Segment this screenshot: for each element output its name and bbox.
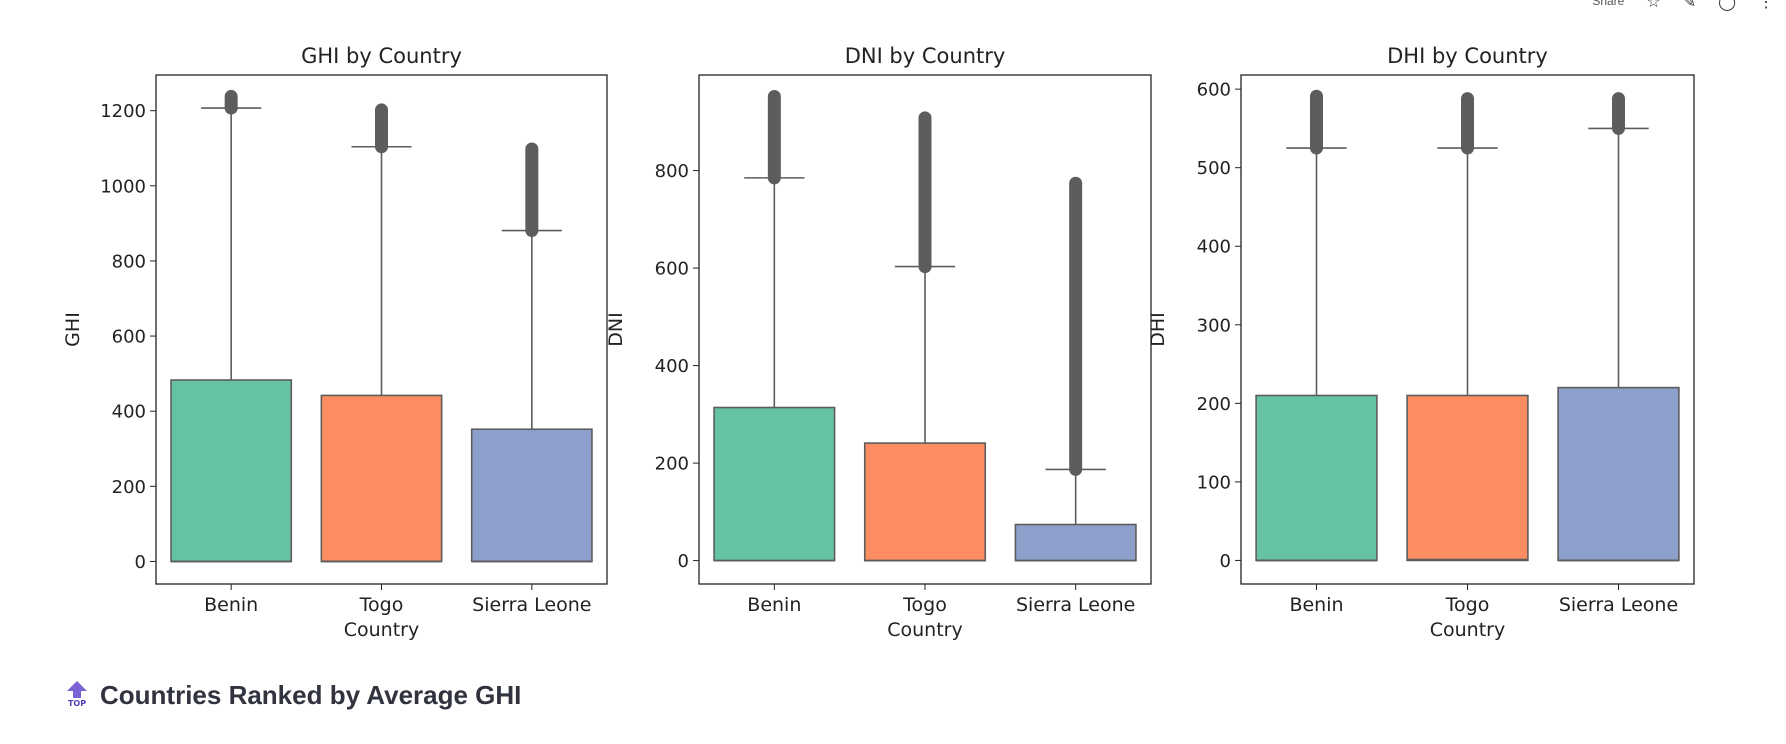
dni-y-axis-label: DNI — [605, 312, 627, 346]
dhi-sierra-leone-box — [1557, 386, 1680, 562]
more-icon[interactable]: ⋮ — [1758, 0, 1774, 11]
dni-benin-xtick-label: Benin — [747, 594, 801, 616]
ghi-axes-frame — [155, 74, 608, 585]
dni-ytick-label-400: 400 — [655, 356, 689, 377]
dhi-togo-xtick-label: Togo — [1445, 594, 1490, 616]
dhi-ytick-label-200: 200 — [1197, 394, 1231, 415]
ghi-sierra-leone-box — [470, 428, 593, 563]
ghi-y-axis-label: GHI — [62, 312, 84, 347]
dni-x-axis-label: Country — [887, 619, 962, 641]
ghi-ytick-label-600: 600 — [112, 327, 146, 348]
dhi-togo-box — [1406, 394, 1529, 562]
github-icon[interactable]: ◯ — [1718, 0, 1736, 11]
arrow-up-icon[interactable]: TOP — [66, 680, 88, 711]
section-header: TOP Countries Ranked by Average GHI — [66, 680, 521, 711]
dni-ytick-label-600: 600 — [655, 259, 689, 280]
app-toolbar: Share ☆ ✎ ◯ ⋮ — [1592, 0, 1774, 14]
dni-chart-title: DNI by Country — [845, 44, 1006, 68]
dni-ytick-label-200: 200 — [655, 454, 689, 475]
dhi-ytick-label-600: 600 — [1197, 80, 1231, 101]
ghi-x-axis-label: Country — [344, 619, 419, 641]
ghi-ytick-label-200: 200 — [112, 477, 146, 498]
dhi-sierra-leone-xtick-label: Sierra Leone — [1559, 594, 1678, 616]
ghi-benin-box — [170, 379, 293, 563]
dni-sierra-leone-box — [1014, 523, 1137, 562]
ghi-sierra-leone-xtick-label: Sierra Leone — [472, 594, 591, 616]
ghi-ytick-label-0: 0 — [135, 552, 146, 573]
dhi-ytick-label-400: 400 — [1197, 237, 1231, 258]
edit-icon[interactable]: ✎ — [1682, 0, 1697, 11]
dhi-ytick-label-0: 0 — [1220, 551, 1231, 572]
dni-togo-box — [863, 442, 987, 562]
dhi-chart-title: DHI by Country — [1387, 44, 1548, 68]
ghi-togo-box — [320, 394, 443, 563]
dhi-benin-box — [1255, 394, 1378, 562]
ghi-ytick-label-1200: 1200 — [100, 101, 146, 122]
ghi-benin-xtick-label: Benin — [204, 594, 258, 616]
dni-togo-xtick-label: Togo — [902, 594, 947, 616]
ghi-ytick-label-1000: 1000 — [100, 176, 146, 197]
dhi-ytick-label-100: 100 — [1197, 472, 1231, 493]
ghi-togo-xtick-label: Togo — [359, 594, 404, 616]
dni-axes-frame — [698, 74, 1152, 585]
ghi-chart-title: GHI by Country — [301, 44, 462, 68]
dni-ytick-label-0: 0 — [678, 551, 689, 572]
dni-benin-box — [713, 406, 836, 562]
star-icon[interactable]: ☆ — [1646, 0, 1661, 11]
dhi-benin-xtick-label: Benin — [1289, 594, 1343, 616]
dhi-x-axis-label: Country — [1430, 619, 1505, 641]
boxplot-figure: GHI by Country Benin Togo Sierra Leone 0 200 4… — [62, 44, 1695, 641]
dhi-ytick-label-300: 300 — [1197, 315, 1231, 336]
section-title: Countries Ranked by Average GHI — [100, 680, 522, 710]
dhi-y-axis-label: DHI — [1147, 312, 1169, 347]
dni-sierra-leone-xtick-label: Sierra Leone — [1016, 594, 1135, 616]
dhi-axes-frame — [1240, 74, 1695, 585]
dni-ytick-label-800: 800 — [655, 161, 689, 182]
dhi-ytick-label-500: 500 — [1197, 158, 1231, 179]
ghi-ytick-label-400: 400 — [112, 402, 146, 423]
top-icon-label: TOP — [67, 698, 87, 708]
ghi-ytick-label-800: 800 — [112, 251, 146, 272]
share-button[interactable]: Share — [1592, 0, 1625, 8]
